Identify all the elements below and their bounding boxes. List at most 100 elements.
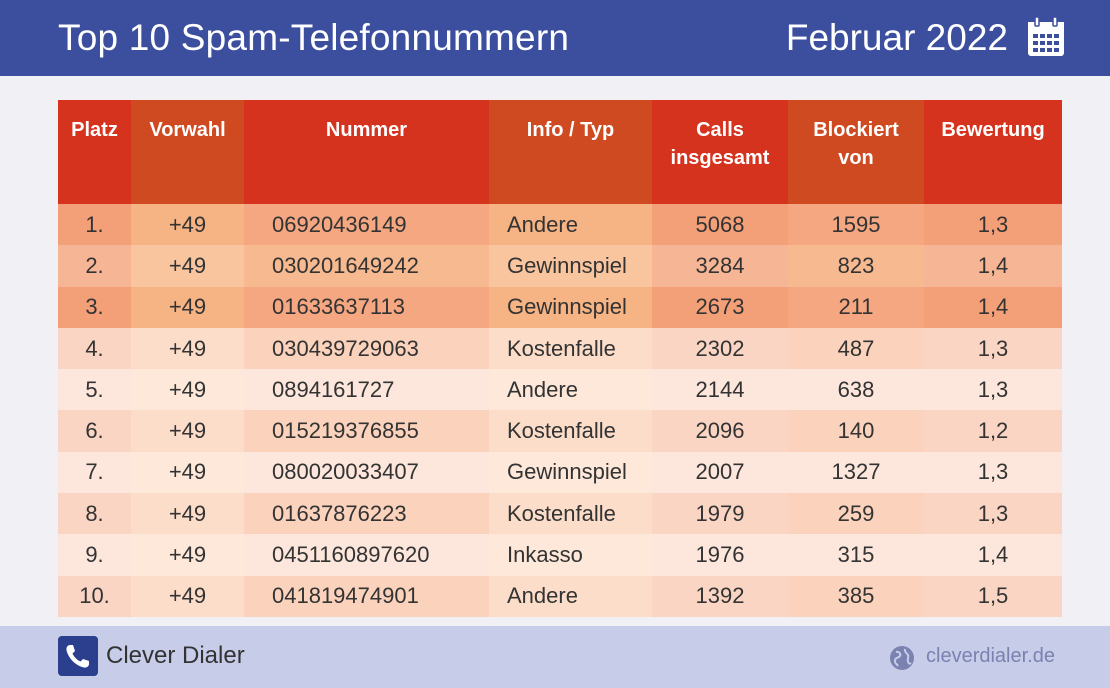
table-cell: +49 [131,575,244,617]
table-cell: 7. [58,451,131,494]
table-cell: 8. [58,493,131,535]
table-cell: 10. [58,575,131,617]
table-cell: 1,2 [924,410,1062,452]
table-cell: 2007 [652,451,788,494]
table-cell: Andere [489,369,652,411]
table-row: 1. +49 06920436149 Andere 5068 1595 1,3 [58,204,1062,246]
table-cell: 1327 [788,451,924,494]
column-header: Calls insgesamt [652,100,788,204]
table-cell: 0451160897620 [244,534,489,576]
table-body: 1. +49 06920436149 Andere 5068 1595 1,3 2. +49 03… [58,204,1062,617]
table-cell: 1. [58,204,131,246]
table-cell: 015219376855 [244,410,489,452]
table-cell: 2. [58,245,131,287]
table-cell: 315 [788,534,924,576]
table-cell: 259 [788,493,924,535]
column-header: Vorwahl [131,100,244,204]
table-cell: 1976 [652,534,788,576]
table-cell: Inkasso [489,534,652,576]
table-cell: 1,3 [924,327,1062,370]
table-cell: Gewinnspiel [489,451,652,494]
globe-icon [890,646,914,670]
column-header: Info / Typ [489,100,652,204]
page-title: Top 10 Spam-Telefonnummern [58,17,570,58]
table-row: 9. +49 0451160897620 Inkasso 1976 315 1,4 [58,534,1062,576]
table-cell: 3. [58,286,131,328]
brand-name: Clever Dialer [106,642,245,669]
website-url[interactable]: cleverdialer.de [926,645,1055,667]
table-row: 7. +49 080020033407 Gewinnspiel 2007 1327 1,3 [58,451,1062,494]
table-cell: +49 [131,286,244,328]
table-cell: 5. [58,369,131,411]
table-header-row: Platz Vorwahl Nummer Info / Typ Calls ins… [58,100,1062,204]
table-cell: 2673 [652,286,788,328]
spam-table: Platz Vorwahl Nummer Info / Typ Calls ins… [58,100,1062,617]
table-row: 6. +49 015219376855 Kostenfalle 2096 140 1,2 [58,410,1062,452]
table-cell: +49 [131,327,244,370]
table-cell: Kostenfalle [489,327,652,370]
column-header: Bewertung [924,100,1062,204]
table-cell: +49 [131,451,244,494]
table-cell: +49 [131,410,244,452]
table-cell: 211 [788,286,924,328]
table-cell: 01633637113 [244,286,489,328]
calendar-icon [1028,16,1064,56]
table-cell: 2096 [652,410,788,452]
table-cell: 1,3 [924,493,1062,535]
table-cell: 140 [788,410,924,452]
table-cell: Kostenfalle [489,493,652,535]
table-cell: +49 [131,245,244,287]
table-cell: 1595 [788,204,924,246]
table-cell: 0894161727 [244,369,489,411]
table-cell: 06920436149 [244,204,489,246]
column-header: Nummer [244,100,489,204]
table-cell: 5068 [652,204,788,246]
table-cell: 030439729063 [244,327,489,370]
table-cell: 1,3 [924,451,1062,494]
footer-bar: Clever Dialer cleverdialer.de [0,626,1110,688]
table-row: 3. +49 01633637113 Gewinnspiel 2673 211 1,4 [58,286,1062,328]
month-label: Februar 2022 [785,17,1008,58]
table-cell: 1979 [652,493,788,535]
table-row: 5. +49 0894161727 Andere 2144 638 1,3 [58,369,1062,411]
header-bar: Top 10 Spam-Telefonnummern Februar 2022 [0,0,1110,76]
table-cell: 6. [58,410,131,452]
table-cell: 487 [788,327,924,370]
table-cell: +49 [131,534,244,576]
table-cell: 1,4 [924,534,1062,576]
table-cell: 9. [58,534,131,576]
table-cell: 385 [788,575,924,617]
spam-table-container: Platz Vorwahl Nummer Info / Typ Calls ins… [58,100,1062,617]
table-row: 4. +49 030439729063 Kostenfalle 2302 487 1,3 [58,327,1062,370]
table-cell: 2302 [652,327,788,370]
table-cell: 030201649242 [244,245,489,287]
table-cell: Andere [489,575,652,617]
table-cell: 1,5 [924,575,1062,617]
table-cell: 2144 [652,369,788,411]
column-header: Blockiert von [788,100,924,204]
table-cell: 1,3 [924,369,1062,411]
table-cell: Gewinnspiel [489,286,652,328]
table-row: 2. +49 030201649242 Gewinnspiel 3284 823 1,4 [58,245,1062,287]
table-cell: 4. [58,327,131,370]
table-cell: 1,4 [924,286,1062,328]
table-cell: 041819474901 [244,575,489,617]
phone-icon [58,636,98,676]
table-cell: Andere [489,204,652,246]
column-header: Platz [58,100,131,204]
table-cell: 01637876223 [244,493,489,535]
table-cell: +49 [131,493,244,535]
table-row: 10. +49 041819474901 Andere 1392 385 1,5 [58,575,1062,617]
table-cell: 3284 [652,245,788,287]
table-cell: Gewinnspiel [489,245,652,287]
table-cell: 823 [788,245,924,287]
table-cell: 1,3 [924,204,1062,246]
table-cell: Kostenfalle [489,410,652,452]
table-cell: 1,4 [924,245,1062,287]
table-cell: 1392 [652,575,788,617]
table-cell: +49 [131,369,244,411]
table-cell: 638 [788,369,924,411]
table-cell: 080020033407 [244,451,489,494]
table-cell: +49 [131,204,244,246]
table-row: 8. +49 01637876223 Kostenfalle 1979 259 1,3 [58,493,1062,535]
